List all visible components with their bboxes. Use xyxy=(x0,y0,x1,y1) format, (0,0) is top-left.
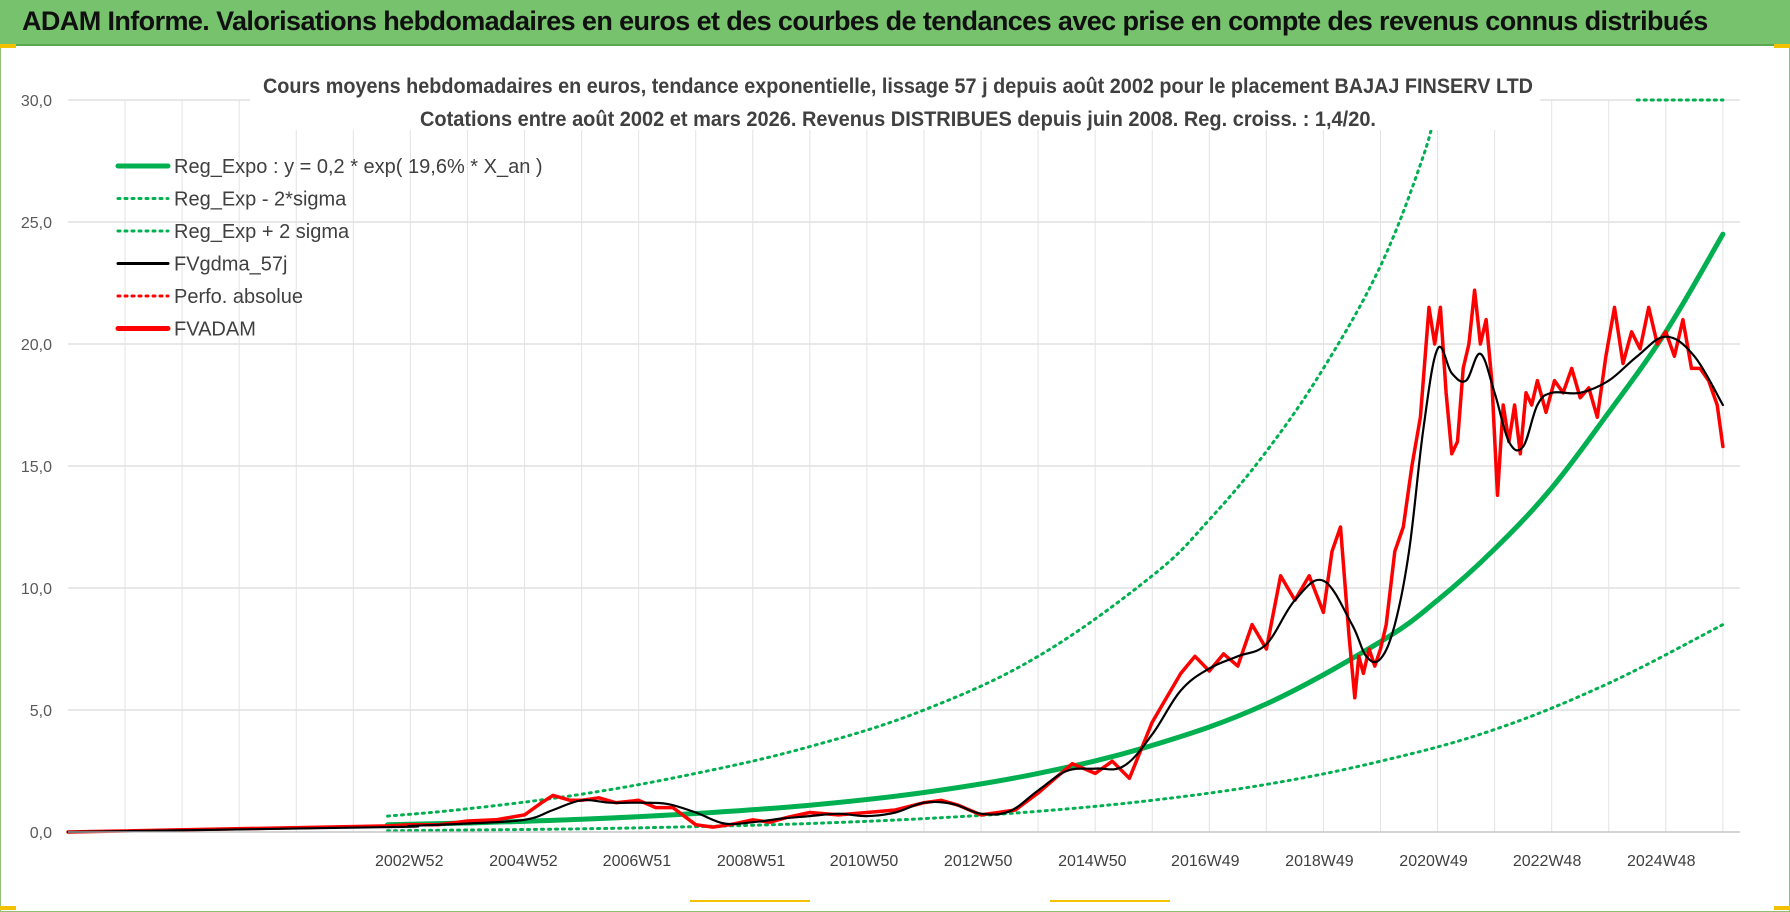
legend-label: FVgdma_57j xyxy=(174,254,287,276)
y-tick-label: 10,0 xyxy=(21,581,52,598)
chart-legend: Reg_Expo : y = 0,2 * exp( 19,6% * X_an )… xyxy=(115,156,543,341)
x-tick-label: 2022W48 xyxy=(1513,853,1582,870)
chart-subtitle: Cotations entre août 2002 et mars 2026. … xyxy=(420,108,1376,131)
bottom-mark-left xyxy=(690,900,810,902)
title-backdrop xyxy=(250,68,1540,130)
series-fvgdma-57j xyxy=(66,335,1724,834)
y-tick-label: 0,0 xyxy=(30,825,52,842)
x-tick-label: 2014W50 xyxy=(1058,853,1127,870)
legend-label: Reg_Exp + 2 sigma xyxy=(174,221,350,243)
axis-layer: 0,0 5,0 10,0 15,0 20,0 25,0 30,0 2002W52 2004W52… xyxy=(21,93,1740,870)
x-tick-label: 2002W52 xyxy=(375,853,444,870)
legend-label: Reg_Expo : y = 0,2 * exp( 19,6% * X_an ) xyxy=(174,156,543,178)
y-tick-label: 5,0 xyxy=(30,703,52,720)
series-reg-exp-plus-2sigma xyxy=(386,98,1440,818)
series-reg-exp-minus-2sigma xyxy=(386,623,1725,833)
corner-mark-bottom-right xyxy=(1774,906,1790,910)
x-tick-label: 2004W52 xyxy=(489,853,558,870)
x-tick-label: 2020W49 xyxy=(1399,853,1468,870)
x-tick-label: 2018W49 xyxy=(1285,853,1354,870)
x-tick-label: 2006W51 xyxy=(603,853,672,870)
legend-label: Perfo. absolue xyxy=(174,286,303,308)
x-tick-label: 2024W48 xyxy=(1627,853,1696,870)
x-tick-label: 2012W50 xyxy=(944,853,1013,870)
header-banner: ADAM Informe. Valorisations hebdomadaire… xyxy=(0,0,1790,46)
y-tick-label: 20,0 xyxy=(21,337,52,354)
corner-mark-bottom-left xyxy=(0,906,16,910)
y-tick-label: 25,0 xyxy=(21,215,52,232)
legend-label: Reg_Exp - 2*sigma xyxy=(174,189,347,211)
corner-mark-top-right xyxy=(1774,44,1790,48)
bottom-mark-right xyxy=(1050,900,1170,902)
series-layer xyxy=(66,98,1726,834)
chart-title: Cours moyens hebdomadaires en euros, ten… xyxy=(263,75,1533,98)
line-chart: 0,0 5,0 10,0 15,0 20,0 25,0 30,0 2002W52 2004W52… xyxy=(21,68,1740,870)
y-tick-label: 30,0 xyxy=(21,93,52,110)
y-tick-label: 15,0 xyxy=(21,459,52,476)
corner-mark-top-left xyxy=(0,44,16,48)
series-fvadam xyxy=(66,288,1725,834)
x-tick-label: 2010W50 xyxy=(830,853,899,870)
legend-label: FVADAM xyxy=(174,319,256,341)
x-tick-label: 2008W51 xyxy=(717,853,786,870)
page-title: ADAM Informe. Valorisations hebdomadaire… xyxy=(22,6,1708,36)
x-tick-label: 2016W49 xyxy=(1171,853,1240,870)
series-reg-expo xyxy=(385,231,1726,828)
